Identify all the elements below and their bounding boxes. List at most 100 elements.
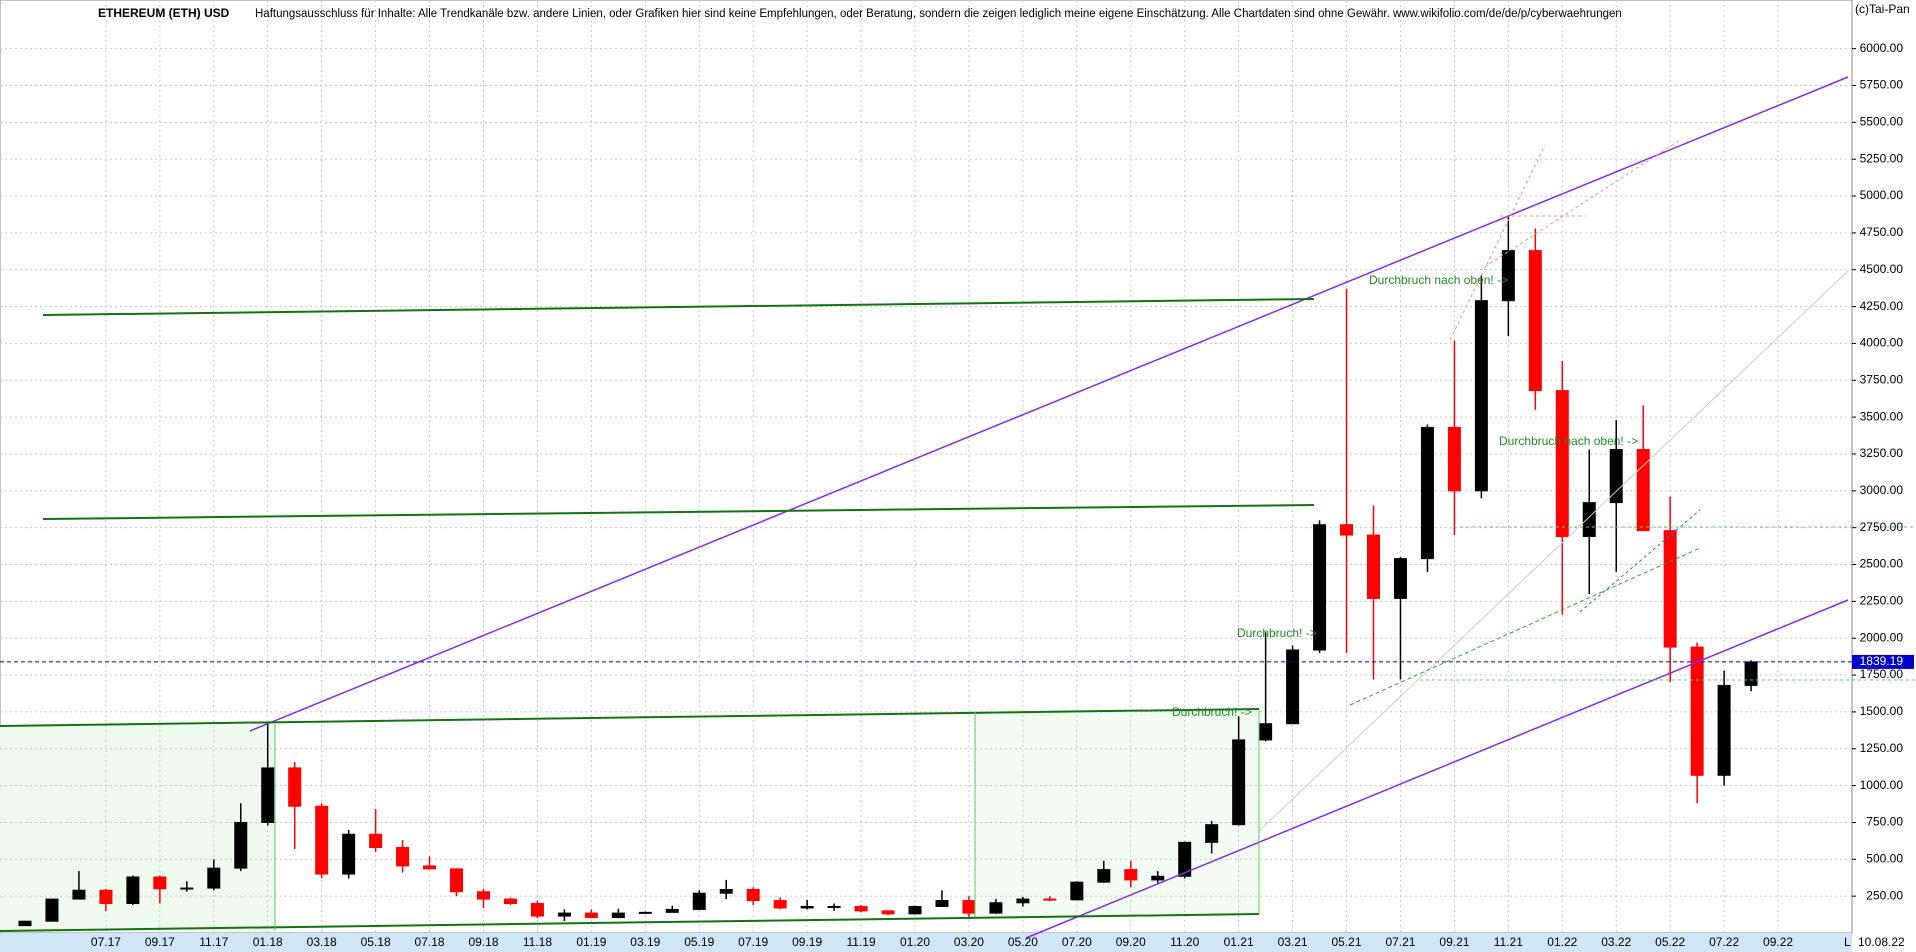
candle-body [530, 903, 544, 917]
x-tick-label: 05.22 [1655, 935, 1685, 949]
current-price-box [1852, 654, 1914, 669]
y-tick-label: 1000.00 [1860, 778, 1904, 792]
candle-body [746, 889, 760, 902]
candle-body [935, 900, 949, 907]
candle-body [1609, 449, 1623, 504]
x-tick-label: 03.18 [307, 935, 337, 949]
candle-body [369, 833, 383, 849]
candle-body [1259, 723, 1273, 741]
trend-line [1479, 139, 1681, 271]
y-tick-label: 2500.00 [1860, 557, 1904, 571]
corner-label: L [1844, 935, 1851, 949]
candle-body [1528, 250, 1542, 392]
y-tick-label: 2750.00 [1860, 520, 1904, 534]
candle-body [315, 805, 329, 875]
y-tick-label: 3750.00 [1860, 372, 1904, 386]
trend-line [1449, 144, 1546, 341]
range-fill [0, 724, 275, 931]
x-tick-label: 11.18 [523, 935, 552, 949]
x-tick-label: 09.18 [468, 935, 498, 949]
candle-body [1286, 649, 1300, 725]
chart-title: ETHEREUM (ETH) USD [98, 6, 230, 20]
x-tick-label: 09.22 [1763, 935, 1793, 949]
candle-body [1690, 646, 1704, 776]
candle-body [396, 847, 410, 867]
candle-body [1636, 449, 1650, 532]
current-price-label: 1839.19 [1860, 654, 1904, 668]
x-tick-label: 07.20 [1062, 935, 1092, 949]
trend-line [42, 504, 1315, 520]
layers [0, 0, 1856, 933]
candle-body [827, 905, 841, 908]
candle-body [450, 868, 464, 893]
x-tick-label: 07.21 [1385, 935, 1415, 949]
candle-body [18, 920, 32, 927]
date-label: 10.08.22 [1858, 935, 1905, 949]
candle-body [99, 889, 113, 905]
x-tick-label: 03.21 [1278, 935, 1308, 949]
candle-body [261, 767, 275, 823]
y-tick-label: 6000.00 [1860, 41, 1904, 55]
candle-body [665, 908, 679, 913]
candle-body [1340, 524, 1354, 536]
y-tick-label: 3000.00 [1860, 483, 1904, 497]
x-tick-label: 05.18 [361, 935, 391, 949]
y-tick-label: 2250.00 [1860, 594, 1904, 608]
candle-body [962, 900, 976, 914]
x-tick-label: 11.19 [846, 935, 875, 949]
candle-body [611, 912, 625, 919]
candle-body [1393, 558, 1407, 599]
x-tick-label: 09.19 [792, 935, 822, 949]
y-tick-label: 2000.00 [1860, 630, 1904, 644]
candle-body [72, 889, 86, 900]
candle-body [207, 867, 221, 889]
x-tick-label: 01.21 [1224, 935, 1254, 949]
x-tick-label: 01.18 [253, 935, 283, 949]
x-tick-label: 03.20 [954, 935, 984, 949]
x-tick-label: 07.22 [1709, 935, 1739, 949]
y-tick-label: 500.00 [1866, 851, 1903, 865]
candle-body [1151, 875, 1165, 881]
x-tick-label: 05.19 [684, 935, 714, 949]
candle-body [1070, 881, 1084, 901]
x-tick-label: 05.21 [1332, 935, 1362, 949]
y-tick-label: 5000.00 [1860, 188, 1904, 202]
y-tick-label: 250.00 [1866, 888, 1903, 902]
candle-body [234, 821, 248, 869]
trend-line [0, 708, 1260, 727]
candle-body [476, 891, 490, 900]
candle-body [180, 887, 194, 890]
candle-body [692, 892, 706, 910]
annotation: Durchbruch! -> [1172, 705, 1252, 719]
candle-body [719, 889, 733, 894]
annotation: Durchbruch nach oben! -> [1369, 273, 1508, 287]
candle-body [1043, 898, 1057, 901]
x-tick-label: 01.20 [900, 935, 930, 949]
candle-body [1582, 502, 1596, 538]
candle-body [908, 905, 922, 915]
candle-body [854, 905, 868, 912]
y-tick-label: 5750.00 [1860, 78, 1904, 92]
x-tick-label: 07.19 [738, 935, 768, 949]
trend-lines [0, 76, 1916, 939]
x-tick-label: 09.21 [1439, 935, 1469, 949]
trend-line [1349, 547, 1701, 706]
x-tick-label: 11.17 [199, 935, 228, 949]
candle-body [503, 898, 517, 905]
candle-body [1474, 300, 1488, 492]
x-tick-label: 01.19 [576, 935, 606, 949]
candle-body [1016, 898, 1030, 904]
trend-line [249, 76, 1849, 732]
chart-subtitle: Haftungsausschluss für Inhalte: Alle Tre… [255, 8, 1622, 20]
x-tick-label: 09.17 [145, 935, 175, 949]
candle-body [1717, 684, 1731, 776]
trend-line [42, 298, 1315, 316]
y-tick-label: 4500.00 [1860, 262, 1904, 276]
y-tick-label: 1750.00 [1860, 667, 1904, 681]
x-tick-label: 03.19 [630, 935, 660, 949]
candle-body [638, 911, 652, 914]
x-tick-label: 07.18 [415, 935, 445, 949]
candle-body [1313, 524, 1327, 651]
trend-line [0, 913, 1260, 932]
range-fill [975, 709, 1259, 917]
